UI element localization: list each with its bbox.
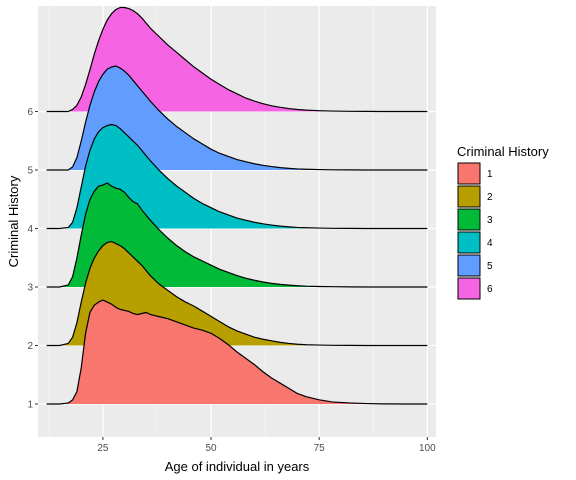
x-tick-label: 50 [205,443,217,454]
ridge-line-1 [46,299,428,405]
ridge-fill-5 [46,66,428,170]
x-axis: 25 50 75 100 [97,437,436,454]
ridge-fill-6 [46,7,428,112]
y-tick-label: 4 [27,224,33,235]
legend-label: 5 [487,261,493,272]
ridge-line-6 [46,6,428,113]
legend-label: 1 [487,169,493,180]
y-tick-label: 2 [27,341,33,352]
x-tick-label: 25 [97,443,109,454]
legend-title: Criminal History [457,144,549,159]
ridge-line-5 [46,65,428,171]
legend-key-2 [457,185,481,208]
legend-key-5 [457,254,481,277]
x-tick-label: 75 [314,443,326,454]
y-tick-label: 6 [27,107,33,118]
legend-label: 6 [487,284,493,295]
y-tick-label: 1 [27,400,33,411]
legend-label: 2 [487,192,493,203]
x-axis-title: Age of individual in years [165,459,310,474]
ridges [46,6,428,405]
legend: Criminal History 1 2 3 4 5 6 [457,144,549,300]
y-axis: 1 2 3 4 5 6 [27,107,38,411]
legend-key-1 [457,162,481,185]
legend-label: 3 [487,215,493,226]
legend-key-6 [457,277,481,300]
legend-key-4 [457,231,481,254]
legend-key-3 [457,208,481,231]
ridge-line-4 [46,123,428,230]
ridge-line-3 [46,182,428,288]
x-tick-label: 100 [419,443,436,454]
y-tick-label: 5 [27,166,33,177]
legend-items: 1 2 3 4 5 6 [457,162,493,300]
y-axis-title: Criminal History [6,175,21,267]
ridge-fill-3 [46,183,428,287]
legend-label: 4 [487,238,493,249]
y-tick-label: 3 [27,283,33,294]
ridge-line-2 [46,240,428,347]
